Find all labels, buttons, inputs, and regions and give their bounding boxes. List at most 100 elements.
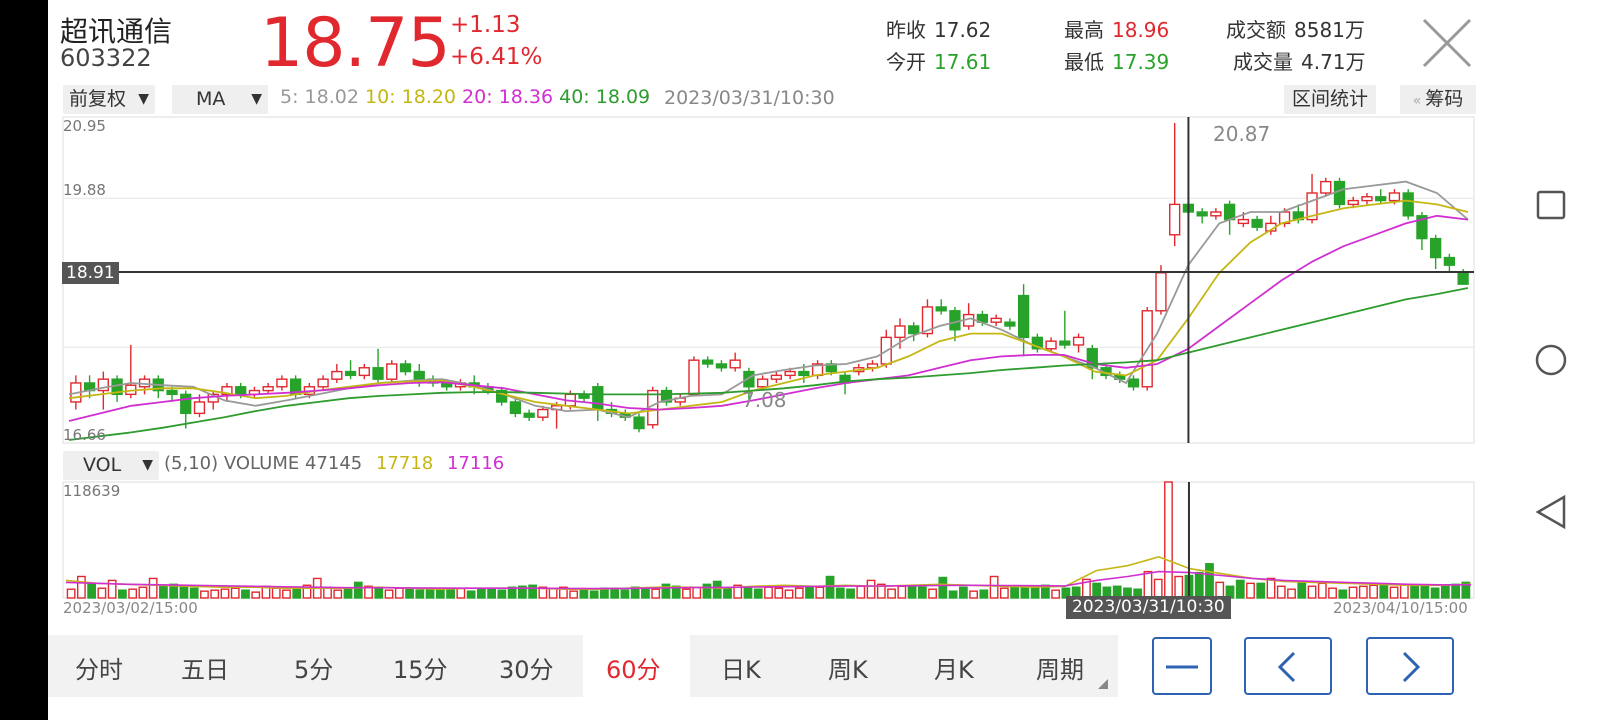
price-change: +1.13	[450, 12, 521, 38]
tab-five-day[interactable]: 五日	[181, 656, 229, 684]
next-button[interactable]	[1366, 637, 1454, 695]
price-axis-top: 20.95	[63, 117, 106, 135]
volume-bar	[1205, 563, 1214, 599]
volume-bar	[1358, 585, 1368, 599]
volume-bar	[446, 589, 455, 599]
candle-body	[770, 374, 783, 380]
minus-icon	[1166, 665, 1198, 669]
volume-bar	[476, 587, 486, 599]
volume-params: (5,10) VOLUME	[164, 453, 300, 474]
tab-5min[interactable]: 5分	[294, 656, 334, 684]
adjust-dropdown[interactable]: 前复权 ▼	[63, 85, 155, 114]
candle-body	[1210, 211, 1222, 217]
tab-timeshare[interactable]: 分时	[75, 656, 123, 684]
home-icon[interactable]	[1535, 344, 1567, 376]
candle-body	[729, 359, 741, 369]
volume-bar	[794, 587, 804, 599]
candle-body	[1443, 256, 1456, 266]
range-stats-button[interactable]: 区间统计	[1284, 85, 1376, 114]
chips-button[interactable]: «筹码	[1400, 85, 1476, 114]
volume-bar	[1379, 584, 1389, 599]
date-end: 2023/04/10/15:00	[1333, 599, 1468, 617]
stat-prev-close: 昨收 17.62	[886, 14, 991, 43]
candle-body	[798, 370, 810, 377]
volume-ma-line-ma5	[65, 556, 1472, 591]
nav-icons	[1535, 190, 1567, 530]
volume-bar	[107, 579, 117, 599]
tab-30min[interactable]: 30分	[499, 656, 554, 684]
candle-body	[331, 370, 343, 380]
indicator-dropdown[interactable]: MA ▼	[172, 85, 268, 114]
stat-amount-label: 成交额	[1226, 18, 1286, 42]
stat-low-value: 17.39	[1112, 50, 1170, 74]
volume-bar	[712, 580, 722, 599]
tab-period[interactable]: 周期	[1036, 656, 1084, 684]
candle-body	[1072, 336, 1085, 346]
tab-60min[interactable]: 60分	[606, 656, 661, 684]
candle-body	[715, 363, 728, 369]
volume-bar	[517, 585, 527, 599]
volume-value: 47145	[304, 453, 363, 474]
candle-body	[1223, 203, 1236, 221]
volume-bar	[764, 586, 773, 599]
candle-body	[688, 359, 700, 396]
volume-bar	[210, 589, 220, 599]
volume-bar	[784, 589, 794, 599]
volume-bar	[292, 588, 302, 599]
volume-chart[interactable]	[48, 478, 1520, 602]
volume-bar	[917, 586, 927, 599]
volume-bar	[1440, 585, 1450, 599]
tab-15min[interactable]: 15分	[393, 656, 448, 684]
recents-icon[interactable]	[1536, 190, 1566, 220]
volume-bar	[1030, 585, 1040, 599]
volume-bar	[118, 589, 127, 599]
ma10-value: 10: 18.20	[364, 86, 456, 108]
kline-screen: 超讯通信 603322 18.75 +1.13 +6.41% 昨收 17.62 今…	[48, 0, 1520, 720]
volume-ma5: 17718	[375, 453, 434, 474]
volume-bar	[1461, 581, 1471, 599]
candle-body	[949, 310, 961, 331]
close-button[interactable]	[1420, 16, 1474, 70]
high-marker: 20.87	[1213, 122, 1271, 146]
volume-bar	[1164, 481, 1173, 599]
candle-body	[743, 370, 755, 388]
tab-day[interactable]: 日K	[721, 656, 761, 684]
volume-bar	[815, 586, 825, 599]
volume-bar	[1256, 582, 1266, 599]
low-marker: 7.08	[742, 388, 787, 412]
candle-body	[386, 363, 398, 380]
tab-month[interactable]: 月K	[934, 656, 974, 684]
volume-bar	[364, 585, 373, 599]
candle-body	[221, 386, 233, 396]
back-icon[interactable]	[1535, 494, 1566, 530]
stat-amount-value: 8581万	[1294, 18, 1365, 42]
ma-line-ma20	[68, 214, 1469, 422]
ma-readout: 5: 18.02 10: 18.20 20: 18.36 40: 18.09	[280, 86, 650, 108]
candle-body	[344, 370, 357, 377]
candle-body	[1059, 340, 1071, 346]
prev-button[interactable]	[1244, 637, 1332, 695]
volume-bar	[200, 590, 209, 599]
volume-bar	[569, 590, 579, 599]
volume-bar	[753, 588, 763, 599]
candle-body	[1361, 196, 1373, 202]
period-tabs-group	[48, 635, 583, 697]
volume-bar	[702, 583, 712, 599]
volume-bar	[1287, 588, 1296, 599]
volume-bar	[846, 588, 855, 599]
volume-bar	[661, 583, 671, 599]
candle-body	[1127, 378, 1140, 388]
volume-bar	[528, 584, 538, 599]
volume-bar	[87, 582, 97, 599]
candle-body	[166, 389, 178, 396]
volume-indicator-dropdown[interactable]: VOL ▼	[63, 451, 159, 480]
zoom-out-button[interactable]	[1152, 637, 1212, 695]
volume-bar	[394, 587, 404, 599]
tab-week[interactable]: 周K	[828, 656, 868, 684]
indicator-label: MA	[196, 88, 226, 110]
volume-bar	[1061, 587, 1071, 599]
candle-body	[1169, 203, 1181, 236]
price-axis-bottom: 16.66	[63, 426, 106, 444]
volume-bar	[733, 584, 743, 599]
stat-volume: 成交量 4.71万	[1233, 46, 1366, 75]
